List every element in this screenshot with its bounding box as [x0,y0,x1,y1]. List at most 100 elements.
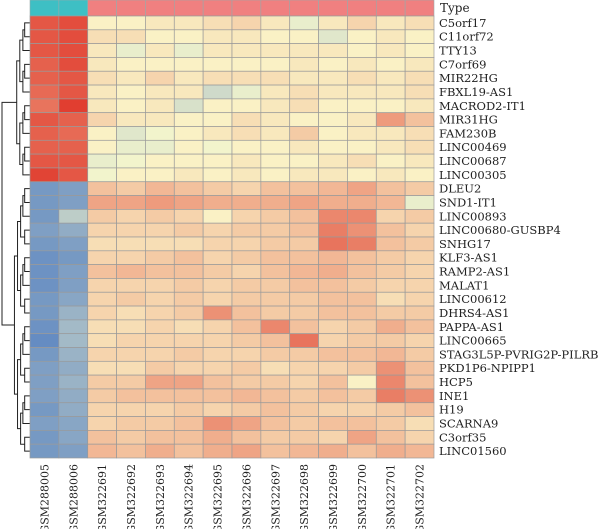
heatmap-cell [145,181,175,196]
heatmap-cell [375,15,406,31]
heatmap-cell [202,416,233,431]
heatmap-cell [116,84,146,100]
heatmap-cell [404,250,435,265]
heatmap-cell [347,209,377,224]
annotation-cell [404,0,435,17]
heatmap-cell [318,374,348,390]
heatmap-cell [173,416,204,431]
heatmap-cell [404,167,435,183]
heatmap-cell [58,236,89,252]
heatmap-cell [260,167,291,183]
heatmap-cell [145,347,175,362]
heatmap-cell [202,222,233,238]
heatmap-cell [116,416,146,431]
heatmap-cell [260,43,291,58]
row-label: H19 [439,403,464,417]
annotation-cell [289,0,319,17]
heatmap-cell [58,222,89,238]
heatmap-cell [29,181,60,196]
heatmap-cell [145,278,175,293]
heatmap-cell [58,153,89,169]
heatmap-cell [289,70,319,86]
heatmap-cell [173,167,204,183]
heatmap-cell [260,209,291,224]
heatmap-cell [260,305,291,321]
heatmap-cell [289,278,319,293]
annotation-cell [87,0,117,17]
heatmap-cell [87,236,117,252]
heatmap-cell [29,250,60,265]
heatmap-cell [87,250,117,265]
heatmap-cell [404,360,435,376]
heatmap-cell [29,443,60,459]
heatmap-cell [318,139,348,155]
heatmap-cell [29,112,60,127]
heatmap-cell [202,43,233,58]
annotation-cell [58,0,89,17]
heatmap-cell [202,15,233,31]
heatmap-cell [145,112,175,127]
heatmap-cell [404,43,435,58]
heatmap-cell [260,153,291,169]
heatmap-cell [347,167,377,183]
heatmap-cell [29,388,60,404]
column-label: GSM322695 [212,464,225,529]
heatmap-cell [318,167,348,183]
heatmap-cell [260,278,291,293]
column-label: GSM322693 [154,464,167,529]
heatmap-cell [58,167,89,183]
heatmap-cell [116,15,146,31]
heatmap-cell [87,153,117,169]
heatmap-cell [318,319,348,335]
heatmap-cell [404,443,435,459]
column-labels: GSM288005 GSM288006 GSM322691 GSM322692 GSM3… [38,464,426,529]
heatmap-cell [375,360,406,376]
heatmap-cell [202,195,233,210]
heatmap-cell [87,181,117,196]
heatmap-cell [375,305,406,321]
heatmap-cell [347,43,377,58]
heatmap-cell [404,333,435,348]
heatmap-cell [58,443,89,459]
heatmap-cell [404,181,435,196]
heatmap-cell [202,236,233,252]
heatmap-cell [318,416,348,431]
heatmap-cell [29,264,60,279]
heatmap-cell [347,84,377,100]
dendrogram-branch [24,229,30,245]
row-label: C3orf35 [439,430,486,444]
heatmap-cell [318,402,348,417]
heatmap-cell [289,126,319,141]
annotation-cell [318,0,348,17]
heatmap-cell [116,333,146,348]
heatmap-cell [289,250,319,265]
annotation-label: Type [440,1,470,15]
heatmap-cell [173,195,204,210]
heatmap-cell [58,347,89,362]
heatmap-cell [289,15,319,31]
dendrogram-branch [24,22,30,38]
heatmap-cell [202,360,233,376]
annotation-cell [116,0,146,17]
heatmap-cell [231,153,262,169]
heatmap-cell [375,319,406,335]
heatmap-cell [202,291,233,307]
heatmap-cell [173,264,204,279]
heatmap-cell [289,430,319,445]
heatmap-cell [260,139,291,155]
heatmap-cell [173,70,204,86]
heatmap-cell [87,15,117,31]
heatmap-cell [375,57,406,72]
heatmap-cell [347,181,377,196]
heatmap-cell [404,236,435,252]
heatmap-cell [375,278,406,293]
heatmap-cell [231,360,262,376]
heatmap-cell [145,402,175,417]
heatmap-cell [347,153,377,169]
heatmap-cell [231,195,262,210]
heatmap-cell [231,112,262,127]
row-label: TTY13 [439,44,477,58]
dendrogram-branch [24,105,30,121]
heatmap-cell [173,209,204,224]
heatmap-cell [404,278,435,293]
